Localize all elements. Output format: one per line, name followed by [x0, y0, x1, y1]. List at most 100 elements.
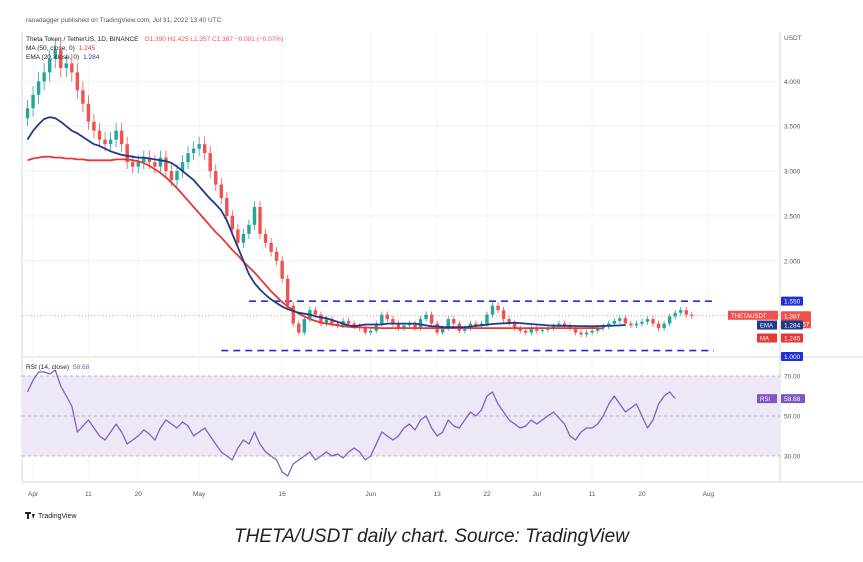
candle-body: [679, 310, 683, 313]
ema-value-tag-bg: [781, 320, 803, 330]
candle-body: [651, 319, 655, 324]
candle-body: [269, 242, 273, 252]
candle-body: [191, 148, 196, 154]
candle-body: [485, 314, 489, 324]
rsi-tag-text: RSI: [760, 397, 770, 403]
candle-body: [595, 328, 600, 331]
candle-body: [197, 144, 201, 149]
price-symbol-text: THETAUSDT: [731, 314, 767, 320]
candle-body: [391, 319, 395, 324]
candle-body: [601, 326, 605, 329]
time-axis-label: May: [193, 491, 206, 498]
candle-body: [330, 319, 334, 324]
lower-level-tag-bg: [781, 352, 803, 362]
candle-body: [402, 325, 406, 329]
candle-body: [225, 197, 229, 216]
candle-body: [136, 162, 140, 167]
candle-body: [258, 206, 262, 234]
price-axis-label: 3.000: [784, 169, 801, 176]
ma-value-tag-text: 1.245: [784, 336, 801, 343]
candle-body: [518, 328, 522, 331]
rsi-legend: RSI (14, close) 58.68: [26, 364, 90, 371]
candle-body: [53, 49, 57, 59]
candle-body: [291, 305, 295, 324]
time-axis-label: 22: [483, 491, 491, 498]
ema-tag: [757, 320, 777, 330]
candle-body: [302, 319, 307, 333]
candle-body: [618, 318, 622, 321]
rsi-axis-label: 50.00: [784, 414, 801, 421]
time-axis-label: 13: [434, 491, 442, 498]
time-axis-label: 20: [638, 491, 646, 498]
price-axis-label: 3.500: [784, 124, 801, 131]
candle-body: [634, 323, 639, 326]
ema-value: 1.284: [83, 54, 100, 61]
candle-body: [496, 305, 500, 311]
candle-body: [656, 323, 661, 329]
candle-body: [130, 162, 135, 167]
candle-body: [214, 171, 218, 185]
candle-body: [263, 233, 268, 243]
candle-body: [97, 130, 102, 140]
candle-body: [385, 314, 390, 320]
candle-body: [64, 63, 68, 68]
ma-tag-text: MA: [760, 337, 769, 343]
candle-body: [673, 312, 677, 317]
candle-body: [114, 130, 118, 140]
candle-body: [36, 81, 41, 95]
candle-body: [86, 103, 91, 122]
candle-body: [241, 233, 246, 243]
ma-value: 1.245: [79, 45, 96, 52]
candle-body: [158, 157, 163, 167]
candle-body: [424, 314, 428, 320]
rsi-axis-label: 70.00: [784, 374, 801, 381]
ohlc-text: O1.390 H1.425 L1.357 C1.387 −0.001 (−0.0…: [144, 36, 283, 43]
candle-body: [396, 323, 401, 329]
rsi-axis-label: 30.00: [784, 454, 801, 461]
candle-body: [274, 251, 279, 261]
candle-body: [640, 321, 644, 324]
candle-body: [186, 153, 190, 163]
rsi-tag: [757, 394, 777, 404]
candle-body: [164, 157, 168, 172]
candle-body: [529, 328, 533, 333]
candle-body: [47, 58, 52, 73]
price-axis-label: 2.500: [784, 213, 801, 220]
candle-body: [147, 157, 152, 163]
rsi-band-group: [22, 375, 780, 457]
candle-body: [662, 323, 666, 329]
candle-body: [202, 144, 207, 154]
candle-body: [75, 72, 80, 91]
rsi-label: RSI (14, close): [26, 364, 69, 371]
symbol-line: Theta Token / TetherUS, 1D, BINANCE O1.39…: [26, 36, 283, 43]
time-axis-label: 16: [279, 491, 287, 498]
ema-tag-text: EMA: [760, 324, 773, 330]
candle-body: [429, 314, 434, 324]
candle-body: [319, 314, 323, 324]
price-axis-label: 4.000: [784, 79, 801, 86]
ema-legend: EMA (20, close, 0) 1.284: [26, 54, 100, 61]
candle-body: [490, 305, 495, 315]
candle-body: [208, 153, 212, 172]
rsi-value: 58.68: [73, 364, 90, 371]
candle-body: [119, 130, 124, 145]
upper-level-tag-text: 1.550: [784, 299, 801, 306]
candle-body: [42, 72, 46, 82]
candle-body: [108, 139, 113, 145]
rsi-value-tag-text: 58.68: [784, 396, 801, 403]
upper-level-tag-bg: [781, 296, 803, 306]
rsi-line: [26, 369, 676, 477]
candle-body: [103, 139, 107, 145]
ema20-line: [26, 116, 626, 329]
symbol-text: Theta Token / TetherUS, 1D, BINANCE: [26, 36, 139, 43]
time-axis-label: 20: [135, 491, 143, 498]
ma-value-tag-bg: [781, 333, 803, 343]
candle-body: [142, 157, 146, 163]
candle-body: [31, 94, 35, 109]
candle-body: [313, 310, 318, 315]
chart-caption: THETA/USDT daily chart. Source: TradingV…: [234, 526, 629, 547]
candle-body: [507, 319, 511, 324]
candle-body: [440, 328, 445, 333]
price-tags: 1.550THETAUSDT1.38710:19:57EMA1.284MA1.2…: [728, 296, 811, 404]
